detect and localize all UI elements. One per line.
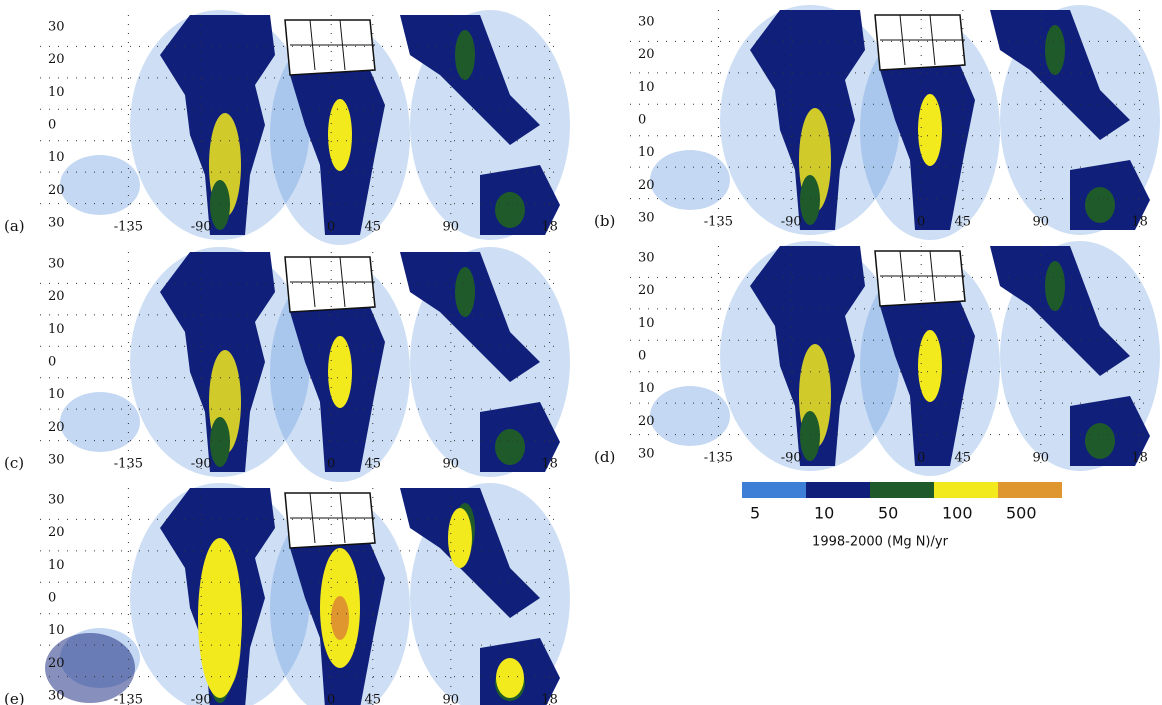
colorbar-title: 1998-2000 (Mg N)/yr xyxy=(812,535,949,550)
lat-label: 30 xyxy=(638,15,655,30)
lat-label: 20 xyxy=(638,414,655,429)
lon-label: -90 xyxy=(191,693,212,705)
lat-label: 20 xyxy=(48,52,65,67)
map-panel: 30 20 10 0 10 20 30 -135 -90 0 45 90 18 xyxy=(40,482,571,705)
lat-label: 10 xyxy=(48,85,65,100)
lon-label: 18 xyxy=(541,220,558,235)
lon-label: 90 xyxy=(443,220,460,235)
lat-label: 30 xyxy=(48,257,65,272)
panel-label: (a) xyxy=(4,217,25,235)
lon-label: -135 xyxy=(704,451,733,466)
colorbar-label: 10 xyxy=(814,504,834,523)
colorbar-label: 50 xyxy=(878,504,898,523)
lon-label: -135 xyxy=(114,693,143,705)
map-panel: 30 20 10 0 10 20 30 -135 -90 0 45 90 18 xyxy=(40,246,571,483)
lon-label: 18 xyxy=(1131,215,1148,230)
lon-label: 45 xyxy=(365,220,382,235)
lat-label: 20 xyxy=(638,47,655,62)
lon-label: -135 xyxy=(114,457,143,472)
map-panel: 30 20 10 0 10 20 30 -135 -90 0 45 90 18 xyxy=(630,4,1161,241)
lat-label: 10 xyxy=(48,322,65,337)
colorbar-label: 5 xyxy=(750,504,760,523)
colorbar-bin xyxy=(806,482,870,498)
lon-label: 0 xyxy=(917,215,925,230)
lat-label: 10 xyxy=(48,387,65,402)
lat-label: 10 xyxy=(638,80,655,95)
lon-label: 45 xyxy=(955,451,972,466)
lon-label: 0 xyxy=(327,457,335,472)
lon-label: 90 xyxy=(443,693,460,705)
lat-label: 30 xyxy=(48,216,65,231)
lat-label: 30 xyxy=(48,453,65,468)
lon-label: 90 xyxy=(1033,215,1050,230)
colorbar-label: 500 xyxy=(1006,504,1037,523)
lon-label: -90 xyxy=(781,215,802,230)
lon-label: 90 xyxy=(443,457,460,472)
lat-label: 30 xyxy=(48,20,65,35)
lon-label: 45 xyxy=(365,457,382,472)
lat-label: 30 xyxy=(638,447,655,462)
lat-label: 10 xyxy=(638,381,655,396)
lon-label: 45 xyxy=(955,215,972,230)
lat-label: 20 xyxy=(638,178,655,193)
lon-label: 90 xyxy=(1033,451,1050,466)
panel-label: (b) xyxy=(594,212,615,230)
lon-label: -90 xyxy=(781,451,802,466)
lon-label: 0 xyxy=(917,451,925,466)
lat-label: 30 xyxy=(48,493,65,508)
lon-label: -135 xyxy=(704,215,733,230)
lon-label: -90 xyxy=(191,457,212,472)
lat-label: 30 xyxy=(638,211,655,226)
lon-label: 18 xyxy=(1131,451,1148,466)
colorbar-bin xyxy=(934,482,998,498)
lat-label: 0 xyxy=(48,118,56,133)
lat-label: 10 xyxy=(48,623,65,638)
colorbar-bin xyxy=(998,482,1062,498)
lat-label: 20 xyxy=(48,656,65,671)
map-panel: 30 20 10 0 10 20 30 -135 -90 0 45 90 18 xyxy=(630,240,1161,477)
lat-label: 10 xyxy=(48,558,65,573)
lat-label: 30 xyxy=(48,689,65,704)
lat-label: 10 xyxy=(48,150,65,165)
lon-label: 45 xyxy=(365,693,382,705)
lon-label: -135 xyxy=(114,220,143,235)
lat-label: 20 xyxy=(638,283,655,298)
lat-label: 20 xyxy=(48,525,65,540)
lat-label: 0 xyxy=(638,113,646,128)
panel-label: (e) xyxy=(4,690,25,705)
lon-label: 18 xyxy=(541,693,558,705)
lon-label: 0 xyxy=(327,693,335,705)
lon-label: -90 xyxy=(191,220,212,235)
lon-label: 18 xyxy=(541,457,558,472)
lon-label: 0 xyxy=(327,220,335,235)
colorbar-label: 100 xyxy=(942,504,973,523)
map-panel: 30 20 10 0 10 20 30 -135 -90 0 45 90 18 xyxy=(40,9,571,246)
lat-label: 0 xyxy=(48,355,56,370)
lat-label: 10 xyxy=(638,145,655,160)
lat-label: 20 xyxy=(48,289,65,304)
colorbar-bin xyxy=(870,482,934,498)
lat-label: 10 xyxy=(638,316,655,331)
lat-label: 0 xyxy=(638,349,646,364)
panel-label: (d) xyxy=(594,448,615,466)
lat-label: 20 xyxy=(48,183,65,198)
lat-label: 30 xyxy=(638,251,655,266)
lat-label: 0 xyxy=(48,591,56,606)
panel-label: (c) xyxy=(4,454,24,472)
lat-label: 20 xyxy=(48,420,65,435)
colorbar-bin xyxy=(742,482,806,498)
